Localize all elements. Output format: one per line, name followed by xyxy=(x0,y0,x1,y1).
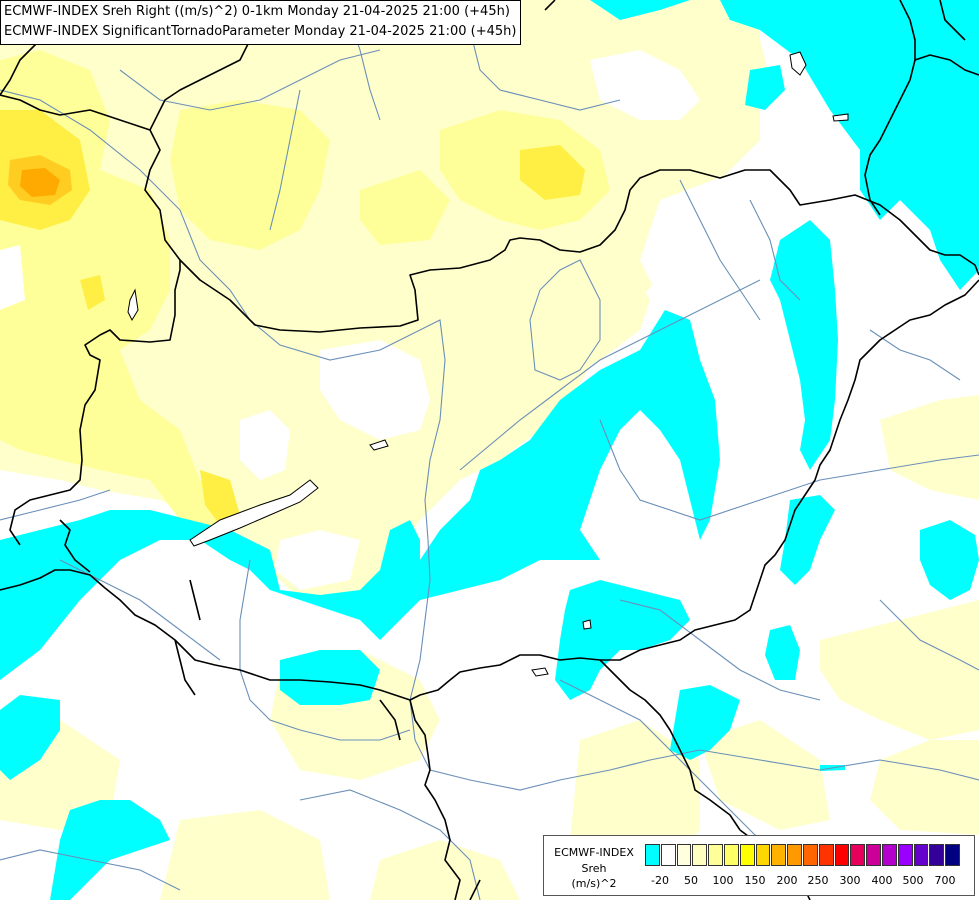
legend-swatch xyxy=(692,844,708,866)
legend-swatch xyxy=(739,844,755,866)
yellow-core xyxy=(0,110,585,525)
legend-swatch xyxy=(676,844,692,866)
legend-swatch xyxy=(881,844,897,866)
legend-swatch xyxy=(723,844,739,866)
legend-tick-label: 150 xyxy=(744,874,766,887)
legend-swatch xyxy=(929,844,945,866)
legend-swatch xyxy=(645,844,660,866)
legend-title: ECMWF-INDEX xyxy=(554,846,634,859)
legend-swatch xyxy=(771,844,787,866)
legend-swatch xyxy=(755,844,771,866)
header-line-2: ECMWF-INDEX SignificantTornadoParameter … xyxy=(4,24,517,39)
legend-tick-label: 700 xyxy=(934,874,956,887)
lakes xyxy=(127,51,849,677)
legend-swatch xyxy=(660,844,676,866)
legend-tick-label: 300 xyxy=(839,874,861,887)
color-legend: ECMWF-INDEX Sreh (m/s)^2 -20 50 100 150 200 2… xyxy=(543,835,975,896)
legend-unit: (m/s)^2 xyxy=(571,877,617,890)
legend-swatches xyxy=(645,844,961,866)
legend-tick-label: -20 xyxy=(651,874,669,887)
legend-swatch xyxy=(818,844,834,866)
legend-swatch xyxy=(850,844,866,866)
legend-variable: Sreh xyxy=(581,862,607,875)
header-line-1: ECMWF-INDEX Sreh Right ((m/s)^2) 0-1km M… xyxy=(4,4,510,19)
legend-swatch xyxy=(834,844,850,866)
legend-swatch xyxy=(708,844,723,866)
legend-swatch xyxy=(913,844,929,866)
legend-swatch xyxy=(866,844,881,866)
legend-tick-label: 50 xyxy=(684,874,698,887)
legend-tick-label: 250 xyxy=(807,874,829,887)
legend-swatch xyxy=(787,844,802,866)
legend-ticks: -20 50 100 150 200 250 300 400 500 700 xyxy=(645,874,975,890)
legend-swatch xyxy=(897,844,913,866)
legend-swatch xyxy=(802,844,818,866)
legend-tick-label: 100 xyxy=(712,874,734,887)
legend-tick-label: 200 xyxy=(776,874,798,887)
legend-tick-label: 400 xyxy=(871,874,893,887)
map-header: ECMWF-INDEX Sreh Right ((m/s)^2) 0-1km M… xyxy=(0,0,522,45)
legend-swatch xyxy=(945,844,960,866)
legend-tick-label: 500 xyxy=(902,874,924,887)
